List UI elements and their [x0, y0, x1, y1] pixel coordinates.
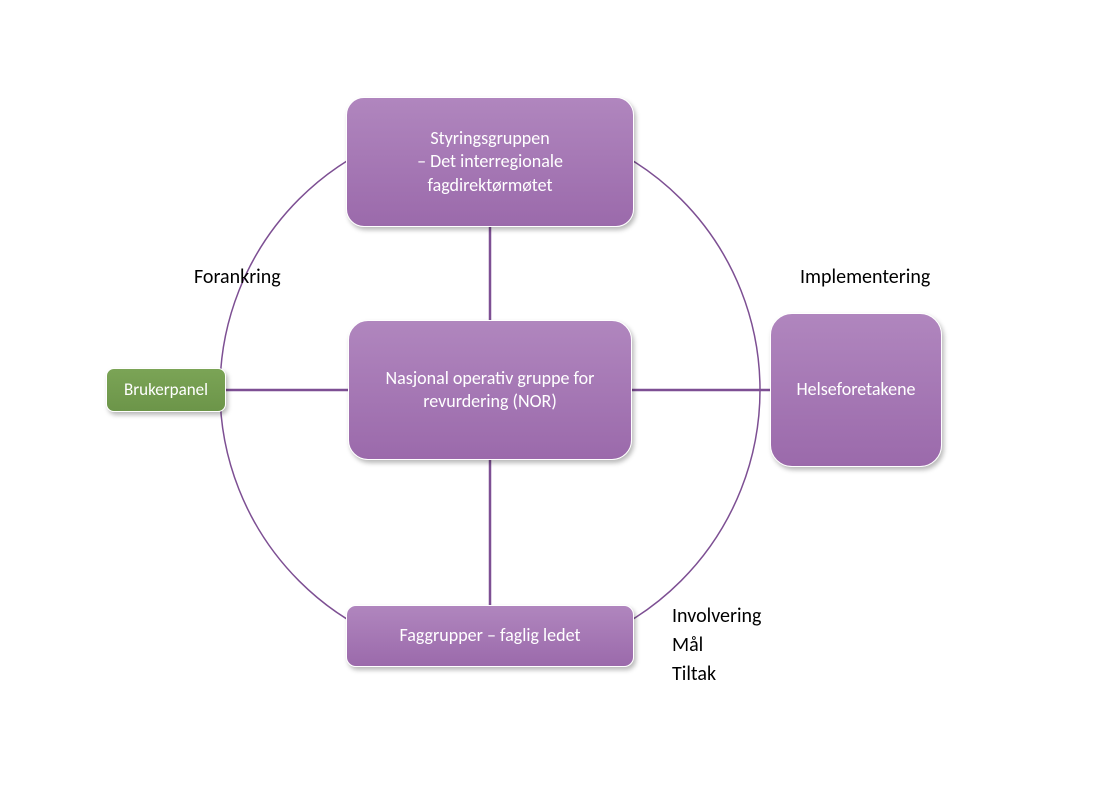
label-involvering: InvolveringMålTiltak — [672, 602, 761, 689]
node-helseforetakene: Helseforetakene — [770, 313, 942, 467]
node-helseforetakene-label: Helseforetakene — [796, 378, 915, 401]
node-styringsgruppen-label: Styringsgruppen– Det interregionalefagdi… — [417, 127, 563, 197]
label-forankring: Forankring — [194, 265, 281, 289]
node-nor: Nasjonal operativ gruppe forrevurdering … — [348, 320, 632, 460]
node-brukerpanel: Brukerpanel — [106, 368, 226, 412]
label-implementering: Implementering — [800, 265, 930, 289]
node-faggrupper: Faggrupper – faglig ledet — [346, 605, 634, 667]
node-brukerpanel-label: Brukerpanel — [124, 379, 208, 401]
node-styringsgruppen: Styringsgruppen– Det interregionalefagdi… — [346, 97, 634, 227]
node-faggrupper-label: Faggrupper – faglig ledet — [400, 624, 581, 647]
node-nor-label: Nasjonal operativ gruppe forrevurdering … — [386, 367, 595, 414]
